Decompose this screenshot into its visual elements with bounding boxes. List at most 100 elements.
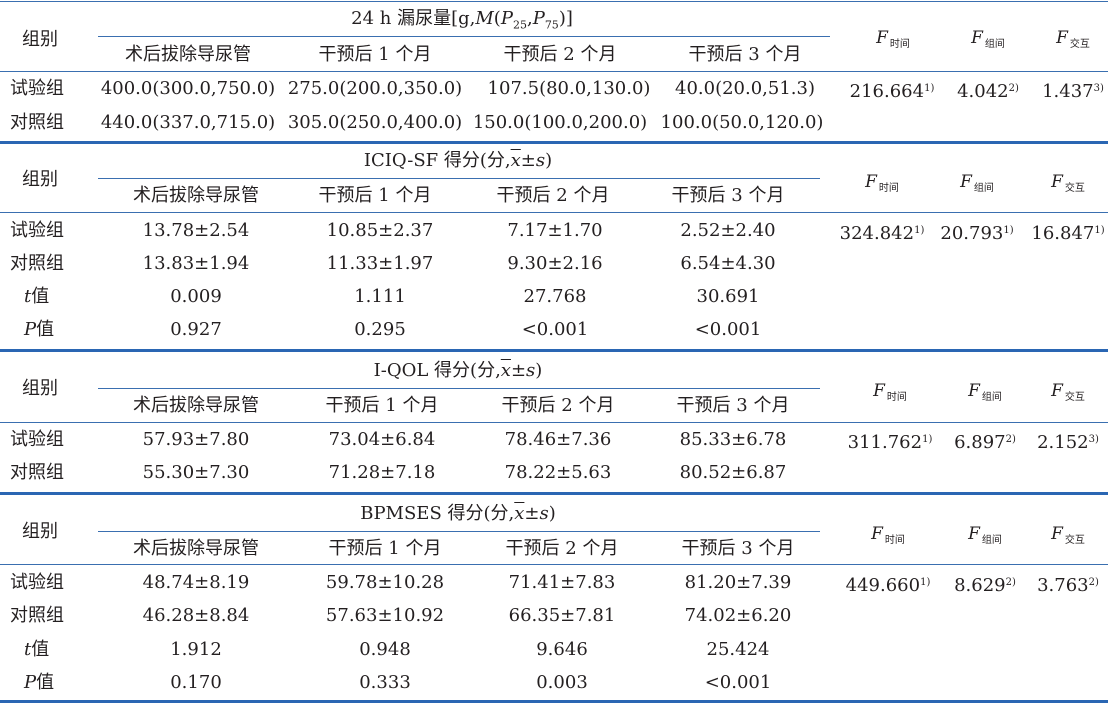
- t-value: 0.948: [359, 639, 411, 660]
- header-subrule: [98, 388, 820, 389]
- period-header: 干预后 2 个月: [501, 395, 615, 416]
- row-group-label: 试验组: [10, 429, 64, 450]
- table-cell: 57.93±7.80: [142, 429, 250, 450]
- period-header: 干预后 1 个月: [318, 185, 432, 206]
- p-value-label: P值: [24, 319, 55, 340]
- period-header: 干预后 2 个月: [503, 44, 617, 65]
- table-cell: 55.30±7.30: [142, 462, 250, 483]
- row-group-label: 试验组: [10, 220, 64, 241]
- row-group-label: 对照组: [10, 112, 64, 133]
- section-divider: [0, 141, 1108, 144]
- table-cell: 57.63±10.92: [325, 605, 445, 626]
- table-cell: 6.54±4.30: [680, 253, 776, 274]
- table-cell: 85.33±6.78: [679, 429, 787, 450]
- t-value: 25.424: [706, 639, 770, 660]
- table-top-rule: [0, 1, 1108, 2]
- t-value-label: t值: [24, 286, 50, 307]
- f-interaction-header: F 交互: [1051, 381, 1085, 403]
- table-cell: 81.20±7.39: [684, 572, 792, 593]
- table-bottom-rule: [0, 700, 1108, 703]
- f-group-header: F 组间: [968, 524, 1002, 546]
- f-group-value: 20.7931): [940, 223, 1014, 244]
- f-interaction-header: F 交互: [1056, 28, 1090, 50]
- f-group-value: 4.0422): [957, 81, 1019, 102]
- header-subrule: [98, 531, 820, 532]
- table-cell: 78.22±5.63: [504, 462, 612, 483]
- f-interaction-value: 2.1523): [1037, 432, 1099, 453]
- header-subrule: [98, 178, 820, 179]
- row-group-label: 对照组: [10, 253, 64, 274]
- period-header: 术后拔除导尿管: [133, 395, 259, 416]
- table-cell: 275.0(200.0,350.0): [287, 78, 463, 99]
- table-cell: 305.0(250.0,400.0): [287, 112, 463, 133]
- row-group-label: 对照组: [10, 605, 64, 626]
- p-value-label: P值: [24, 672, 55, 693]
- table-cell: 10.85±2.37: [326, 220, 434, 241]
- t-value: 0.009: [170, 286, 222, 307]
- period-header: 干预后 3 个月: [688, 44, 802, 65]
- table-cell: 150.0(100.0,200.0): [472, 112, 648, 133]
- p-value: 0.003: [536, 672, 588, 693]
- row-group-label: 试验组: [10, 78, 64, 99]
- period-header: 干预后 1 个月: [325, 395, 439, 416]
- table-cell: 80.52±6.87: [679, 462, 787, 483]
- t-value: 30.691: [696, 286, 760, 307]
- f-time-value: 449.6601): [845, 575, 931, 596]
- section-title: ICIQ-SF 得分(分,x±s): [363, 150, 553, 171]
- section-divider: [0, 492, 1108, 495]
- group-column-header: 组别: [22, 169, 58, 190]
- row-group-label: 试验组: [10, 572, 64, 593]
- period-header: 干预后 1 个月: [328, 538, 442, 559]
- period-header: 干预后 1 个月: [318, 44, 432, 65]
- period-header: 干预后 3 个月: [671, 185, 785, 206]
- f-time-header: F 时间: [873, 381, 907, 403]
- section-title: 24 h 漏尿量[g,M(P25,P75)]: [351, 8, 573, 32]
- period-header: 干预后 3 个月: [681, 538, 795, 559]
- f-interaction-value: 1.4373): [1042, 81, 1104, 102]
- f-time-value: 216.6641): [849, 81, 935, 102]
- p-value: <0.001: [704, 672, 772, 693]
- f-time-header: F 时间: [876, 28, 910, 50]
- header-bottom-rule: [0, 212, 1108, 213]
- f-time-value: 311.7621): [847, 432, 933, 453]
- table-cell: 440.0(337.0,715.0): [100, 112, 276, 133]
- p-value: 0.927: [170, 319, 222, 340]
- table-cell: 107.5(80.0,130.0): [487, 78, 651, 99]
- p-value: <0.001: [694, 319, 762, 340]
- f-group-value: 6.8972): [954, 432, 1016, 453]
- f-group-header: F 组间: [960, 172, 994, 194]
- table-cell: 11.33±1.97: [326, 253, 434, 274]
- table-cell: 40.0(20.0,51.3): [674, 78, 816, 99]
- group-column-header: 组别: [22, 521, 58, 542]
- table-cell: 71.41±7.83: [508, 572, 616, 593]
- table-cell: 7.17±1.70: [507, 220, 603, 241]
- table-cell: 400.0(300.0,750.0): [100, 78, 276, 99]
- period-header: 干预后 3 个月: [676, 395, 790, 416]
- f-time-header: F 时间: [871, 524, 905, 546]
- f-group-header: F 组间: [968, 381, 1002, 403]
- f-interaction-header: F 交互: [1051, 524, 1085, 546]
- section-divider: [0, 349, 1108, 352]
- f-group-value: 8.6292): [954, 575, 1016, 596]
- period-header: 术后拔除导尿管: [133, 538, 259, 559]
- row-group-label: 对照组: [10, 462, 64, 483]
- group-column-header: 组别: [22, 29, 58, 50]
- table-cell: 66.35±7.81: [508, 605, 616, 626]
- period-header: 术后拔除导尿管: [133, 185, 259, 206]
- f-group-header: F 组间: [971, 28, 1005, 50]
- t-value: 1.111: [354, 286, 406, 307]
- p-value: 0.170: [170, 672, 222, 693]
- section-title: BPMSES 得分(分,x±s): [360, 503, 556, 524]
- f-interaction-value: 3.7632): [1037, 575, 1099, 596]
- table-cell: 71.28±7.18: [328, 462, 436, 483]
- table-cell: 13.83±1.94: [142, 253, 250, 274]
- table-cell: 13.78±2.54: [142, 220, 250, 241]
- table-cell: 100.0(50.0,120.0): [660, 112, 824, 133]
- header-subrule: [98, 36, 830, 37]
- group-column-header: 组别: [22, 378, 58, 399]
- header-bottom-rule: [0, 422, 1108, 423]
- table-cell: 9.30±2.16: [507, 253, 603, 274]
- f-time-value: 324.8421): [839, 223, 925, 244]
- table-cell: 59.78±10.28: [325, 572, 445, 593]
- period-header: 干预后 2 个月: [496, 185, 610, 206]
